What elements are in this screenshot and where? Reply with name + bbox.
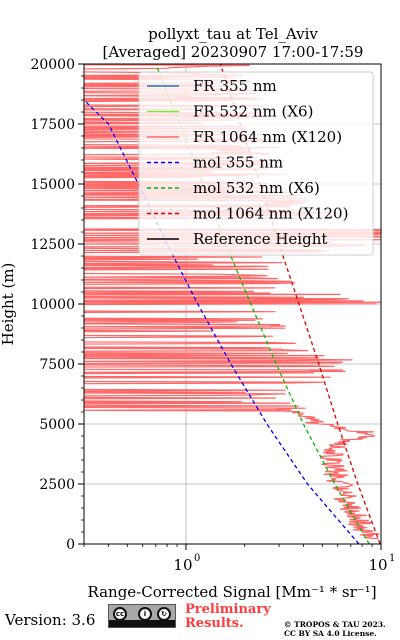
by-icon: i — [138, 607, 152, 621]
y-tick-label: 5000 — [39, 417, 75, 433]
cc-icon: cc — [113, 607, 127, 621]
legend-label: mol 532 nm (X6) — [193, 179, 320, 197]
cc-license-badge: cc i ↻ — [108, 604, 176, 628]
y-tick-label: 0 — [66, 537, 75, 553]
legend-label: mol 1064 nm (X120) — [193, 205, 348, 223]
y-tick-label: 7500 — [39, 357, 75, 373]
preliminary-line-2: Results. — [185, 616, 244, 631]
legend: FR 355 nm FR 532 nm (X6) FR 1064 nm (X120)… — [138, 71, 374, 256]
x-tick-label: 10 — [173, 556, 192, 574]
y-tick-label: 20000 — [30, 57, 75, 73]
version-label: Version: 3.6 — [5, 611, 96, 629]
legend-box — [138, 71, 374, 256]
legend-label: Reference Height — [193, 230, 327, 248]
chart: pollyxt_tau at Tel_Aviv [Averaged] 20230… — [0, 25, 395, 600]
legend-label: FR 355 nm — [193, 77, 277, 95]
legend-label: FR 1064 nm (X120) — [193, 128, 342, 146]
y-tick-label: 15000 — [30, 177, 75, 193]
x-tick-exponent: 1 — [389, 553, 395, 564]
preliminary-notice: Preliminary Results. — [185, 603, 271, 631]
y-tick-label: 12500 — [30, 237, 75, 253]
x-tick-label: 10 — [368, 556, 387, 574]
x-axis-label: Range-Corrected Signal [Mm⁻¹ * sr⁻¹] — [87, 583, 376, 600]
credit-line-2: CC BY SA 4.0 License. — [284, 629, 377, 638]
y-tick-label: 2500 — [39, 477, 75, 493]
series-line-3 — [84, 99, 360, 544]
chart-subtitle: [Averaged] 20230907 17:00-17:59 — [103, 43, 364, 61]
series-line-4 — [155, 64, 370, 544]
legend-label: mol 355 nm — [193, 154, 283, 172]
y-axis-label: Height (m) — [0, 263, 17, 346]
axes: 0250050007500100001250015000175002000010… — [30, 57, 395, 574]
y-tick-label: 17500 — [30, 117, 75, 133]
chart-title: pollyxt_tau at Tel_Aviv — [148, 25, 318, 43]
preliminary-line-1: Preliminary — [185, 602, 271, 617]
y-tick-label: 10000 — [30, 297, 75, 313]
credit-line-1: © TROPOS & TAU 2023. — [284, 620, 386, 629]
copyright-notice: © TROPOS & TAU 2023. CC BY SA 4.0 Licens… — [284, 620, 386, 638]
series-fr-1064-line — [84, 64, 381, 540]
x-tick-exponent: 0 — [194, 553, 200, 564]
sa-icon: ↻ — [157, 607, 171, 621]
legend-label: FR 532 nm (X6) — [193, 103, 313, 121]
